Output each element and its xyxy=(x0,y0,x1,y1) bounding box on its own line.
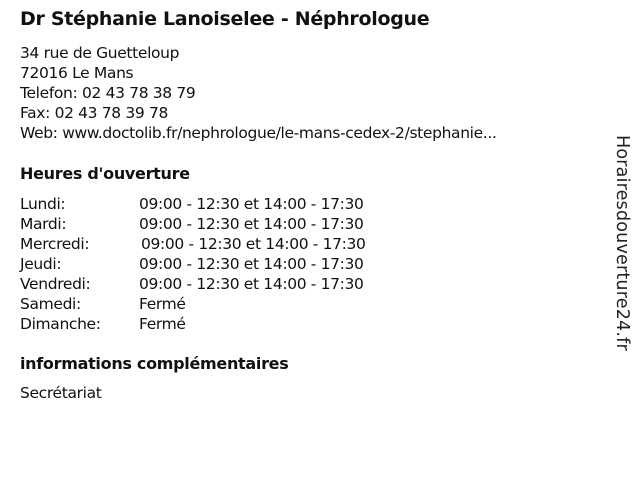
day-label: Samedi: xyxy=(20,295,81,313)
day-hours: Fermé xyxy=(139,295,186,313)
page-title: Dr Stéphanie Lanoiselee - Néphrologue xyxy=(20,8,430,30)
hours-row: Samedi: Fermé xyxy=(20,294,366,314)
phone: Telefon: 02 43 78 38 79 xyxy=(20,84,196,102)
day-label: Jeudi: xyxy=(20,255,62,273)
hours-row: Mercredi: 09:00 - 12:30 et 14:00 - 17:30 xyxy=(20,234,366,254)
watermark: Horairesdouverture24.fr xyxy=(612,135,632,351)
day-label: Mercredi: xyxy=(20,235,90,253)
hours-heading: Heures d'ouverture xyxy=(20,164,190,183)
hours-row: Vendredi: 09:00 - 12:30 et 14:00 - 17:30 xyxy=(20,274,366,294)
day-hours: 09:00 - 12:30 et 14:00 - 17:30 xyxy=(141,235,366,253)
day-label: Lundi: xyxy=(20,195,66,213)
street: 34 rue de Guetteloup xyxy=(20,44,180,62)
contact-block: 34 rue de Guetteloup 72016 Le Mans Telef… xyxy=(20,43,497,143)
extra-text: Secrétariat xyxy=(20,384,102,402)
day-hours: 09:00 - 12:30 et 14:00 - 17:30 xyxy=(139,275,364,293)
hours-row: Mardi: 09:00 - 12:30 et 14:00 - 17:30 xyxy=(20,214,366,234)
day-hours: Fermé xyxy=(139,315,186,333)
day-label: Vendredi: xyxy=(20,275,91,293)
day-hours: 09:00 - 12:30 et 14:00 - 17:30 xyxy=(139,195,364,213)
day-hours: 09:00 - 12:30 et 14:00 - 17:30 xyxy=(139,255,364,273)
day-label: Mardi: xyxy=(20,215,67,233)
hours-table: Lundi: 09:00 - 12:30 et 14:00 - 17:30 Mar… xyxy=(20,194,366,334)
extra-heading: informations complémentaires xyxy=(20,354,289,373)
city: 72016 Le Mans xyxy=(20,64,134,82)
web-link[interactable]: Web: www.doctolib.fr/nephrologue/le-mans… xyxy=(20,124,497,142)
hours-row: Jeudi: 09:00 - 12:30 et 14:00 - 17:30 xyxy=(20,254,366,274)
hours-row: Lundi: 09:00 - 12:30 et 14:00 - 17:30 xyxy=(20,194,366,214)
day-label: Dimanche: xyxy=(20,315,101,333)
fax: Fax: 02 43 78 39 78 xyxy=(20,104,168,122)
day-hours: 09:00 - 12:30 et 14:00 - 17:30 xyxy=(139,215,364,233)
hours-row: Dimanche: Fermé xyxy=(20,314,366,334)
